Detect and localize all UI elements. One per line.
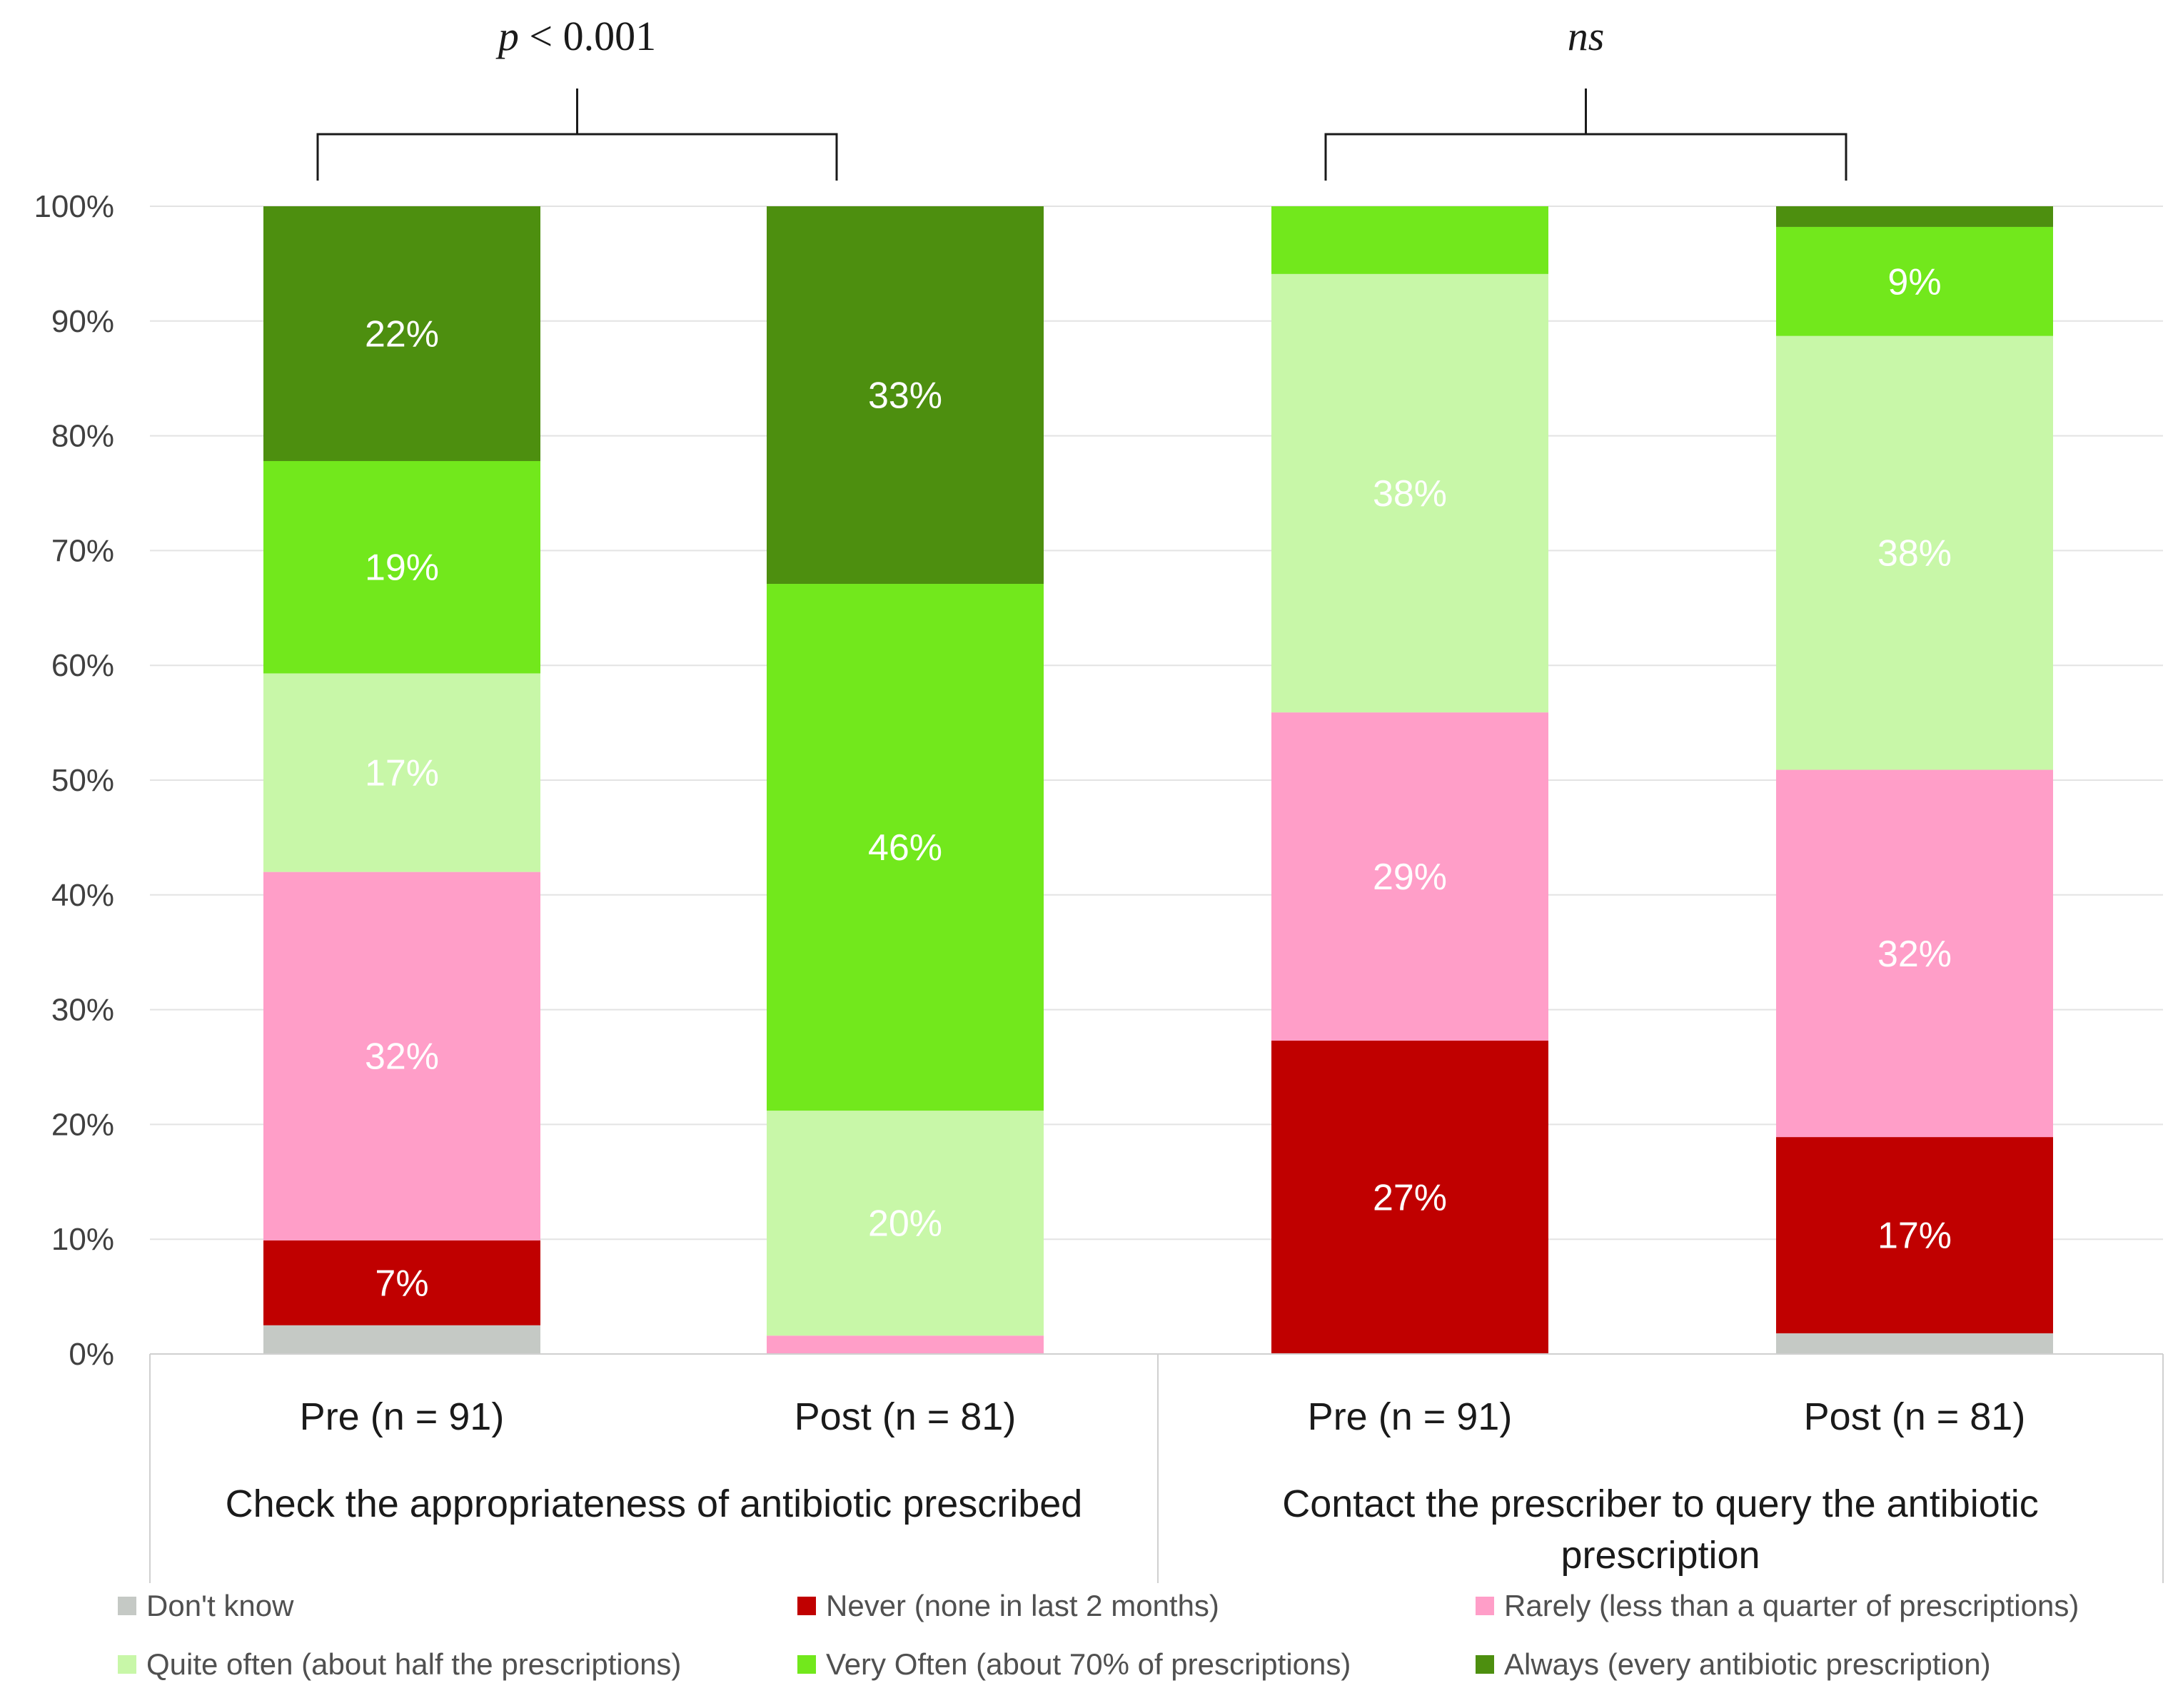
bar-segment [1776,226,2053,336]
bar-segment [767,1111,1044,1336]
bar-segment [1776,335,2053,770]
y-tick-label: 70% [51,533,114,568]
bar-segment [1271,712,1548,1041]
bar-segment [1776,1333,2053,1354]
bar-segment [1271,1041,1548,1354]
bar-segment [1776,206,2053,227]
legend-entry: Quite often (about half the prescription… [146,1647,681,1681]
bar-segment [263,206,540,461]
bar-segment [767,206,1044,585]
significance-brackets: p < 0.001 ns [316,13,1847,181]
legend-swatch [1476,1597,1494,1615]
data-label: 46% [868,827,942,869]
bar-segment [263,1325,540,1354]
legend-swatch [118,1597,136,1615]
legend-swatch [118,1655,136,1674]
data-label: 22% [365,313,439,355]
legend-swatch [1476,1655,1494,1674]
data-label: 27% [1373,1178,1447,1219]
y-tick-label: 10% [51,1222,114,1257]
y-tick-label: 50% [51,763,114,798]
data-label: 38% [1373,473,1447,515]
y-tick-label: 80% [51,419,114,454]
data-label: 7% [375,1263,428,1304]
y-tick-label: 20% [51,1107,114,1142]
segment-labels: 7% 27% 17% 32% 29% 32% 17% 20% 38% 38% 19% 46% 9% 22%… [365,261,1952,1304]
legend: Don't know Never (none in last 2 months) R… [118,1589,2079,1681]
y-axis: 0% 10% 20% 30% 40% 50% 60% 70% 80% 90% 100% [34,189,114,1372]
bar-segment [767,1335,1044,1354]
data-label: 32% [365,1036,439,1078]
data-label: 32% [1877,934,1952,975]
data-label: 17% [1877,1216,1952,1257]
data-label: 33% [868,375,942,417]
bar-segment [1271,273,1548,713]
legend-entry: Rarely (less than a quarter of prescript… [1504,1589,2079,1622]
significance-label: p < 0.001 [495,13,656,59]
y-tick-label: 60% [51,648,114,683]
data-label: 29% [1373,856,1447,898]
x-tick-label: Pre (n = 91) [300,1395,505,1438]
group-label: Contact the prescriber to query the anti… [1282,1482,2039,1525]
y-tick-label: 100% [34,189,114,224]
x-tick-label: Post (n = 81) [795,1395,1017,1438]
bars [263,206,2053,1354]
bar-segment [1776,769,2053,1138]
bar-segment [263,1240,540,1325]
y-tick-label: 0% [69,1337,114,1372]
bar-segment [263,673,540,872]
bar-segment [1271,206,1548,274]
bar-segment [263,460,540,674]
legend-entry: Very Often (about 70% of prescriptions) [826,1647,1351,1681]
significance-bracket [1324,89,1847,181]
bar-segment [263,871,540,1240]
legend-swatch [797,1655,816,1674]
data-label: 9% [1887,261,1941,303]
data-label: 20% [868,1203,942,1245]
legend-entry: Don't know [146,1589,294,1622]
group-label: Check the appropriateness of antibiotic … [226,1482,1083,1525]
y-tick-label: 40% [51,878,114,913]
significance-label: ns [1568,13,1605,59]
data-label: 19% [365,547,439,589]
y-tick-label: 90% [51,304,114,339]
legend-swatch [797,1597,816,1615]
data-label: 38% [1877,533,1952,575]
legend-entry: Always (every antibiotic prescription) [1504,1647,1991,1681]
bar-segment [767,584,1044,1111]
data-label: 17% [365,753,439,794]
x-tick-label: Pre (n = 91) [1308,1395,1513,1438]
significance-bracket [316,89,838,181]
y-tick-label: 30% [51,993,114,1028]
bar-segment [1776,1137,2053,1334]
group-label: prescription [1561,1534,1760,1577]
legend-entry: Never (none in last 2 months) [826,1589,1219,1622]
x-tick-label: Post (n = 81) [1804,1395,2026,1438]
x-axis: Pre (n = 91) Post (n = 81) Pre (n = 91) Pos… [149,1353,2164,1583]
